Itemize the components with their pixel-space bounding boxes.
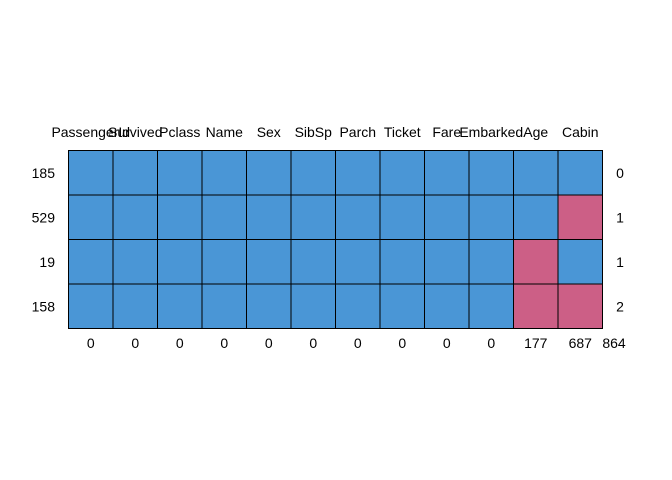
column-missing-count: 0 xyxy=(87,335,95,351)
column-missing-count: 0 xyxy=(176,335,184,351)
column-label: Embarked xyxy=(459,124,523,140)
column-missing-count: 0 xyxy=(265,335,273,351)
cell-observed xyxy=(68,283,114,329)
row-label: 158 xyxy=(32,298,56,314)
column-label: SibSp xyxy=(295,124,333,140)
column-missing-count: 177 xyxy=(524,335,548,351)
cell-observed xyxy=(424,150,470,196)
cell-observed xyxy=(513,194,559,240)
row-missing-counts: 0 1 1 2 xyxy=(616,165,624,315)
cell-observed xyxy=(290,150,336,196)
cell-observed xyxy=(290,194,336,240)
column-label: Parch xyxy=(339,124,376,140)
cell-observed xyxy=(557,239,603,285)
cell-observed xyxy=(468,283,514,329)
cell-observed xyxy=(424,194,470,240)
cell-observed xyxy=(157,194,203,240)
cell-observed xyxy=(112,194,158,240)
cell-observed xyxy=(68,150,114,196)
cell-observed xyxy=(246,239,292,285)
cell-observed xyxy=(379,150,425,196)
column-label: Cabin xyxy=(562,124,599,140)
row-label: 185 xyxy=(32,165,56,181)
column-missing-count: 0 xyxy=(309,335,317,351)
cell-observed xyxy=(157,239,203,285)
cell-observed xyxy=(424,283,470,329)
column-missing-count: 0 xyxy=(398,335,406,351)
column-missing-counts: 0 0 0 0 0 0 0 0 0 0 177 687 xyxy=(87,335,592,351)
column-label: PassengerId xyxy=(51,124,130,140)
total-missing-count: 864 xyxy=(602,335,626,351)
row-label: 529 xyxy=(32,209,56,225)
cell-observed xyxy=(68,239,114,285)
cell-observed xyxy=(335,239,381,285)
row-missing-count: 1 xyxy=(616,209,624,225)
row-labels: 185 529 19 158 xyxy=(32,165,56,315)
cell-observed xyxy=(201,194,247,240)
cell-observed xyxy=(246,283,292,329)
cell-observed xyxy=(246,150,292,196)
column-missing-count: 0 xyxy=(131,335,139,351)
cell-observed xyxy=(424,239,470,285)
cell-observed xyxy=(112,283,158,329)
cell-observed xyxy=(290,239,336,285)
cell-observed xyxy=(157,283,203,329)
column-missing-count: 0 xyxy=(487,335,495,351)
cell-observed xyxy=(246,194,292,240)
cell-observed xyxy=(468,150,514,196)
cell-observed xyxy=(379,239,425,285)
cell-observed xyxy=(335,283,381,329)
cell-grid xyxy=(68,150,603,329)
cell-observed xyxy=(112,150,158,196)
row-missing-count: 0 xyxy=(616,165,624,181)
column-missing-count: 0 xyxy=(354,335,362,351)
cell-observed xyxy=(379,194,425,240)
row-missing-count: 1 xyxy=(616,254,624,270)
column-label: Fare xyxy=(432,124,461,140)
cell-missing xyxy=(557,283,603,329)
column-missing-count: 687 xyxy=(569,335,593,351)
column-label: Sex xyxy=(257,124,281,140)
cell-observed xyxy=(335,194,381,240)
column-missing-count: 0 xyxy=(220,335,228,351)
cell-observed xyxy=(201,150,247,196)
column-missing-count: 0 xyxy=(443,335,451,351)
column-label: Age xyxy=(523,124,548,140)
cell-missing xyxy=(513,239,559,285)
cell-observed xyxy=(201,239,247,285)
cell-observed xyxy=(157,150,203,196)
cell-observed xyxy=(112,239,158,285)
cell-observed xyxy=(379,283,425,329)
cell-observed xyxy=(557,150,603,196)
cell-missing xyxy=(557,194,603,240)
cell-observed xyxy=(468,194,514,240)
column-label: Name xyxy=(206,124,244,140)
cell-observed xyxy=(201,283,247,329)
cell-observed xyxy=(513,150,559,196)
column-label: Pclass xyxy=(159,124,200,140)
cell-missing xyxy=(513,283,559,329)
column-label: Ticket xyxy=(384,124,421,140)
row-missing-count: 2 xyxy=(616,298,624,314)
cell-observed xyxy=(468,239,514,285)
cell-observed xyxy=(68,194,114,240)
row-label: 19 xyxy=(39,254,55,270)
cell-observed xyxy=(335,150,381,196)
cell-observed xyxy=(290,283,336,329)
column-label: Survived xyxy=(108,124,162,140)
